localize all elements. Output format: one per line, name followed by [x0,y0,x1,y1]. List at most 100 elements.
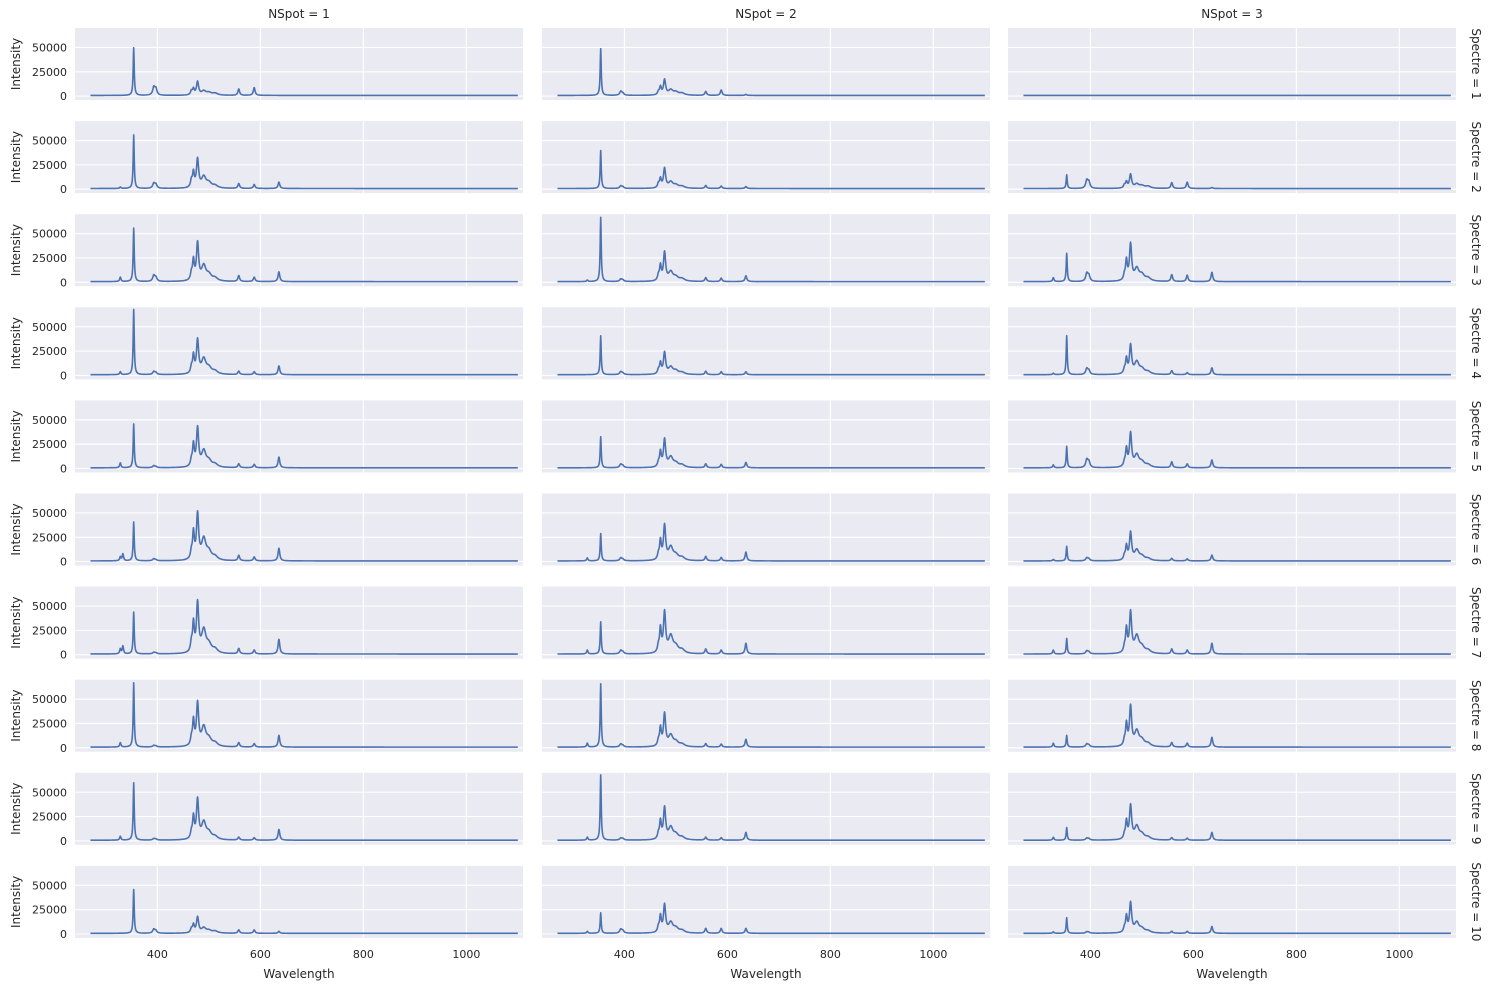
facet-panel-r7-c2 [542,586,990,659]
y-tick-label: 50000 [32,228,67,241]
panel-background [1008,28,1456,100]
column-title: NSpot = 2 [735,7,797,21]
facet-panel-r5-c1: 0 25000 50000 Intensity [9,400,523,476]
panel-background [1008,400,1456,473]
x-tick-label: 600 [250,948,271,961]
panel-background [542,493,990,566]
row-title: Spectre = 7 [1469,587,1483,658]
x-axis-label: Wavelength [730,967,801,981]
spectrum-line [557,522,985,562]
spectrum-line [1023,608,1451,655]
facet-panel-r10-c3: 400 600 800 1000 Wavelength Spectre = 10 [1008,862,1483,981]
y-axis-label: Intensity [9,690,23,742]
row-title: Spectre = 1 [1469,28,1483,99]
panel-background [542,28,990,100]
facet-panel-r3-c2 [542,214,990,287]
y-tick-label: 25000 [32,66,67,79]
y-tick-label: 25000 [32,717,67,730]
facet-panel-r2-c2 [542,121,990,194]
y-axis-label: Intensity [9,224,23,276]
facet-panel-r4-c3: Spectre = 4 [1008,307,1483,380]
facet-panel-r9-c1: 0 25000 50000 Intensity [9,772,523,848]
y-axis-label: Intensity [9,131,23,183]
panel-background [75,28,523,100]
spectrum-line [1023,530,1451,562]
facet-panel-r10-c2: 400 600 800 1000 Wavelength [542,865,990,981]
spectrum-line [90,682,518,748]
facet-panel-r5-c2 [542,400,990,473]
y-tick-label: 0 [60,649,67,662]
facet-panel-r3-c3: Spectre = 3 [1008,214,1483,287]
x-axis-label: Wavelength [263,967,334,981]
facet-panel-r8-c2 [542,679,990,752]
panel-background [75,307,523,380]
panel-background [75,772,523,845]
panel-background [542,772,990,845]
spectrum-line [1023,900,1451,935]
y-axis-label: Intensity [9,876,23,928]
facet-panel-r7-c1: 0 25000 50000 Intensity [9,586,523,662]
y-tick-label: 50000 [32,321,67,334]
panel-background [542,400,990,473]
spectrum-line [90,46,518,97]
panel-background [75,865,523,938]
panel-background [1008,307,1456,380]
spectrum-line [1023,430,1451,469]
y-axis-label: Intensity [9,38,23,90]
y-tick-label: 0 [60,928,67,941]
y-tick-label: 0 [60,556,67,569]
y-tick-label: 25000 [32,531,67,544]
spectrum-line [90,134,518,190]
facet-panel-r10-c1: 0 25000 50000 Intensity 400 600 800 1000 Wavelen… [9,865,523,981]
facet-panel-r1-c1: 0 25000 50000 Intensity NSpot = 1 [9,7,523,103]
y-tick-label: 25000 [32,811,67,824]
y-tick-label: 50000 [32,879,67,892]
y-tick-label: 50000 [32,600,67,613]
x-tick-label: 600 [717,948,738,961]
x-axis-label: Wavelength [1196,967,1267,981]
x-tick-label: 1000 [1385,948,1413,961]
y-tick-label: 50000 [32,693,67,706]
column-title: NSpot = 1 [268,7,330,21]
y-tick-label: 25000 [32,345,67,358]
facet-panel-r8-c3: Spectre = 8 [1008,679,1483,752]
y-tick-label: 50000 [32,41,67,54]
facet-panel-r2-c1: 0 25000 50000 Intensity [9,121,523,196]
spectrum-line [557,435,985,469]
panel-background [542,586,990,659]
facet-panel-r4-c1: 0 25000 50000 Intensity [9,307,523,382]
y-tick-label: 50000 [32,414,67,427]
spectrum-line [1023,802,1451,842]
y-tick-label: 25000 [32,904,67,917]
x-tick-label: 400 [1080,948,1101,961]
facet-panel-r9-c2 [542,772,990,845]
y-tick-label: 0 [60,276,67,289]
panel-background [75,679,523,752]
panel-background [542,214,990,287]
y-axis-label: Intensity [9,410,23,462]
y-tick-label: 50000 [32,786,67,799]
y-tick-label: 25000 [32,438,67,451]
spectrum-line [1023,172,1451,190]
spectrum-line [557,47,985,97]
x-tick-label: 600 [1183,948,1204,961]
panel-background [542,865,990,938]
panel-background [1008,121,1456,194]
x-tick-label: 400 [614,948,635,961]
x-tick-label: 400 [147,948,168,961]
spectrum-line [557,774,985,842]
spectrum-line [557,216,985,283]
y-tick-label: 0 [60,369,67,382]
spectrum-line [557,683,985,748]
spectrum-line [1023,703,1451,748]
y-tick-label: 0 [60,183,67,196]
spectrum-line [557,608,985,655]
x-tick-label: 800 [353,948,374,961]
x-tick-label: 1000 [919,948,947,961]
spectrum-line [90,598,518,655]
spectrum-line [557,334,985,376]
row-title: Spectre = 3 [1469,215,1483,286]
y-axis-label: Intensity [9,317,23,369]
spectrum-line [90,509,518,562]
